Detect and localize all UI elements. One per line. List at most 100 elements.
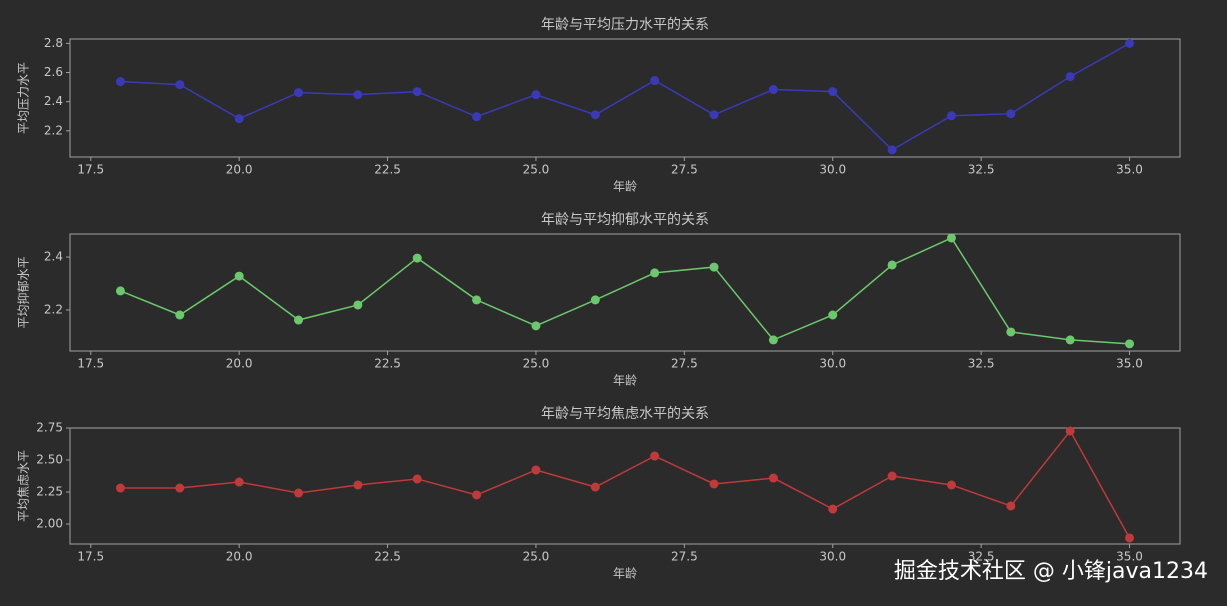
data-point (294, 488, 304, 498)
data-point (175, 80, 185, 90)
data-point (946, 233, 956, 243)
x-tick-label: 25.0 (523, 163, 550, 177)
y-tick-label: 2.4 (44, 94, 63, 108)
x-tick-label: 32.5 (968, 163, 995, 177)
data-point (1006, 109, 1016, 119)
x-tick-label: 17.5 (77, 550, 104, 564)
data-point (531, 465, 541, 475)
data-point (115, 77, 125, 87)
y-tick-label: 2.00 (36, 517, 63, 531)
data-point (175, 310, 185, 320)
data-point (828, 87, 838, 97)
data-point (650, 268, 660, 278)
x-tick-label: 35.0 (1116, 163, 1143, 177)
chart-title: 年龄与平均焦虑水平的关系 (541, 406, 709, 422)
data-point (946, 111, 956, 121)
x-axis-label: 年龄 (613, 567, 637, 581)
watermark: 掘金技术社区 @ 小锋java1234 (894, 559, 1208, 584)
chart-title: 年龄与平均抑郁水平的关系 (541, 212, 709, 228)
x-tick-label: 22.5 (374, 550, 401, 564)
data-point (1006, 501, 1016, 511)
data-point (353, 480, 363, 490)
data-point (472, 490, 482, 500)
data-point (1125, 339, 1135, 349)
data-point (709, 262, 719, 272)
data-point (412, 253, 422, 263)
data-point (472, 112, 482, 122)
x-tick-label: 27.5 (671, 163, 698, 177)
y-tick-label: 2.75 (36, 421, 63, 435)
data-point (946, 480, 956, 490)
data-point (828, 504, 838, 514)
data-point (531, 321, 541, 331)
data-point (175, 483, 185, 493)
data-point (115, 483, 125, 493)
x-axis-label: 年龄 (613, 180, 637, 194)
x-tick-label: 32.5 (968, 550, 995, 564)
data-point (234, 114, 244, 124)
x-tick-label: 35.0 (1116, 357, 1143, 371)
x-tick-label: 27.5 (671, 550, 698, 564)
data-point (650, 451, 660, 461)
x-tick-label: 22.5 (374, 163, 401, 177)
chart-title: 年龄与平均压力水平的关系 (541, 17, 709, 33)
data-point (709, 479, 719, 489)
y-tick-label: 2.4 (44, 250, 63, 264)
y-tick-label: 2.25 (36, 485, 63, 499)
data-point (294, 88, 304, 98)
data-point (768, 335, 778, 345)
data-point (412, 87, 422, 97)
x-tick-label: 30.0 (819, 163, 846, 177)
y-tick-label: 2.8 (44, 36, 63, 50)
x-tick-label: 35.0 (1116, 550, 1143, 564)
data-point (828, 310, 838, 320)
data-point (1006, 327, 1016, 337)
plot-area (69, 233, 1181, 352)
data-point (353, 300, 363, 310)
x-tick-label: 30.0 (819, 357, 846, 371)
data-point (1125, 38, 1135, 48)
data-point (1065, 335, 1075, 345)
data-point (590, 295, 600, 305)
y-tick-label: 2.6 (44, 65, 63, 79)
data-point (887, 145, 897, 155)
x-axis-label: 年龄 (613, 374, 637, 388)
data-point (353, 90, 363, 100)
data-point (768, 85, 778, 95)
y-tick-label: 2.50 (36, 453, 63, 467)
data-point (590, 482, 600, 492)
y-tick-label: 2.2 (44, 123, 63, 137)
x-tick-label: 25.0 (523, 357, 550, 371)
data-point (1065, 72, 1075, 82)
data-point (294, 315, 304, 325)
x-tick-label: 22.5 (374, 357, 401, 371)
x-tick-label: 27.5 (671, 357, 698, 371)
data-point (234, 271, 244, 281)
y-tick-label: 2.2 (44, 302, 63, 316)
x-tick-label: 17.5 (77, 163, 104, 177)
data-point (887, 471, 897, 481)
x-tick-label: 17.5 (77, 357, 104, 371)
data-point (650, 76, 660, 86)
y-axis-label: 平均抑郁水平 (16, 256, 31, 328)
plot-area (69, 427, 1181, 545)
data-point (768, 473, 778, 483)
x-tick-label: 20.0 (226, 357, 253, 371)
x-tick-label: 20.0 (226, 550, 253, 564)
data-point (887, 260, 897, 270)
series-line (120, 42, 1130, 151)
data-point (234, 477, 244, 487)
data-point (590, 110, 600, 120)
data-point (115, 286, 125, 296)
series-line (120, 237, 1130, 345)
data-point (1065, 426, 1075, 436)
x-tick-label: 30.0 (819, 550, 846, 564)
data-point (709, 110, 719, 120)
data-point (412, 474, 422, 484)
x-tick-label: 32.5 (968, 357, 995, 371)
y-axis-label: 平均焦虑水平 (17, 450, 31, 522)
data-point (531, 90, 541, 100)
data-point (472, 295, 482, 305)
